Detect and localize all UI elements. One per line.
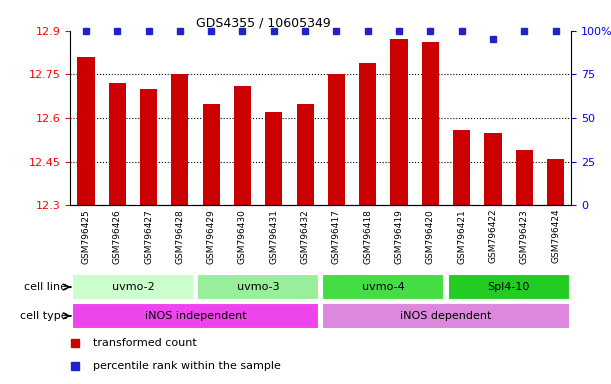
Text: iNOS dependent: iNOS dependent — [400, 311, 492, 321]
Text: GSM796417: GSM796417 — [332, 209, 341, 264]
Text: GSM796432: GSM796432 — [301, 209, 310, 263]
Text: GDS4355 / 10605349: GDS4355 / 10605349 — [196, 17, 331, 30]
Text: GSM796426: GSM796426 — [113, 209, 122, 263]
Text: GSM796429: GSM796429 — [207, 209, 216, 263]
Bar — [265, 112, 282, 205]
Text: percentile rank within the sample: percentile rank within the sample — [93, 361, 280, 371]
Bar — [234, 86, 251, 205]
Bar — [359, 63, 376, 205]
Bar — [140, 89, 157, 205]
Bar — [296, 104, 313, 205]
Bar — [485, 132, 502, 205]
Text: GSM796423: GSM796423 — [520, 209, 529, 263]
Bar — [547, 159, 564, 205]
Bar — [323, 274, 444, 300]
Bar — [72, 274, 194, 300]
Text: GSM796425: GSM796425 — [81, 209, 90, 263]
Text: GSM796421: GSM796421 — [457, 209, 466, 263]
Text: transformed count: transformed count — [93, 338, 197, 348]
Bar — [390, 40, 408, 205]
Text: Spl4-10: Spl4-10 — [488, 282, 530, 292]
Text: GSM796418: GSM796418 — [364, 209, 372, 264]
Text: cell line: cell line — [24, 282, 67, 292]
Text: GSM796427: GSM796427 — [144, 209, 153, 263]
Text: iNOS independent: iNOS independent — [145, 311, 246, 321]
Bar — [197, 274, 319, 300]
Text: GSM796422: GSM796422 — [489, 209, 497, 263]
Bar — [422, 42, 439, 205]
Bar — [72, 303, 319, 329]
Bar — [328, 74, 345, 205]
Text: GSM796431: GSM796431 — [269, 209, 278, 264]
Text: uvmo-4: uvmo-4 — [362, 282, 404, 292]
Bar — [453, 130, 470, 205]
Bar — [516, 150, 533, 205]
Bar — [203, 104, 220, 205]
Text: uvmo-3: uvmo-3 — [237, 282, 279, 292]
Bar — [448, 274, 569, 300]
Text: GSM796419: GSM796419 — [395, 209, 403, 264]
Text: cell type: cell type — [20, 311, 67, 321]
Text: GSM796428: GSM796428 — [175, 209, 185, 263]
Text: GSM796430: GSM796430 — [238, 209, 247, 264]
Text: uvmo-2: uvmo-2 — [112, 282, 154, 292]
Bar — [323, 303, 569, 329]
Bar — [78, 57, 95, 205]
Text: GSM796420: GSM796420 — [426, 209, 435, 263]
Bar — [109, 83, 126, 205]
Bar — [171, 74, 188, 205]
Text: GSM796424: GSM796424 — [551, 209, 560, 263]
